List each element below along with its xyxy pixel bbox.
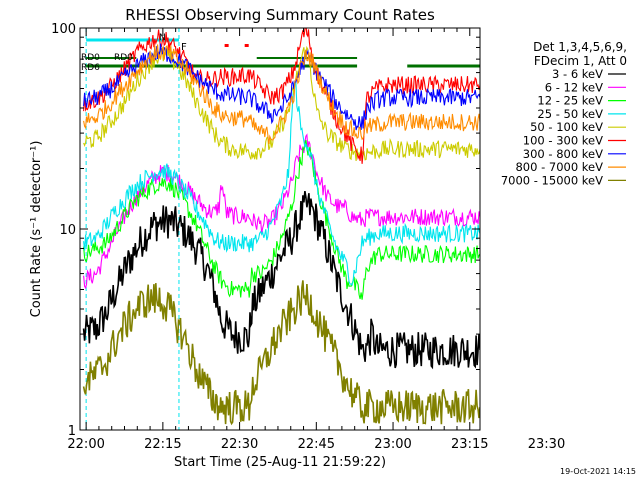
- flare-flag-label: F: [181, 42, 187, 53]
- legend-label: 7000 - 15000 keV: [501, 173, 603, 187]
- legend-label: 12 - 25 keV: [537, 94, 603, 108]
- series-line-8: [82, 280, 480, 426]
- x-tick-label: 22:45: [298, 437, 335, 452]
- legend-label: 800 - 7000 keV: [515, 160, 603, 174]
- night-flag-label: N: [159, 33, 166, 43]
- legend-label: 50 - 100 keV: [530, 120, 603, 134]
- y-axis-label: Count Rate (s⁻¹ detector⁻¹): [29, 141, 44, 318]
- axis-ticks: [80, 27, 480, 431]
- series-line-2: [83, 140, 480, 300]
- generation-timestamp: 19-Oct-2021 14:15: [560, 467, 636, 476]
- legend-label: 100 - 300 keV: [523, 134, 603, 148]
- x-tick-label: 23:30: [528, 437, 565, 452]
- legend: Det 1,3,4,5,6,9, FDecim 1, Att 0 3 - 6 k…: [501, 40, 627, 187]
- series-line-3: [83, 81, 480, 287]
- chart-title: RHESSI Observing Summary Count Rates: [125, 6, 435, 24]
- series-line-6: [83, 43, 480, 131]
- y-tick-labels: 1 10 100: [51, 22, 76, 439]
- y-tick-label: 1: [68, 424, 76, 439]
- x-tick-label: 22:30: [221, 437, 258, 452]
- legend-header-1: Det 1,3,4,5,6,9,: [533, 40, 627, 54]
- legend-label: 300 - 800 keV: [523, 147, 603, 161]
- series-line-1: [83, 133, 480, 290]
- legend-label: 3 - 6 keV: [552, 67, 603, 81]
- rd0-left-flag-label: RD0: [81, 53, 100, 63]
- series-line-4: [83, 45, 480, 162]
- legend-label: 25 - 50 keV: [537, 107, 603, 121]
- x-tick-label: 23:00: [374, 437, 411, 452]
- series-line-0: [82, 190, 480, 370]
- legend-label: 6 - 12 keV: [545, 80, 603, 94]
- x-tick-label: 23:15: [451, 437, 488, 452]
- flare-flag-mark: [224, 44, 229, 47]
- rd0-flag-label: RD0: [114, 53, 133, 63]
- legend-header-2: FDecim 1, Att 0: [534, 54, 627, 68]
- x-axis-label: Start Time (25-Aug-11 21:59:22): [174, 455, 386, 470]
- series-line-5: [83, 28, 480, 164]
- x-tick-label: 22:15: [144, 437, 181, 452]
- x-tick-labels: 22:00 22:15 22:30 22:45 23:00 23:15 23:30: [67, 437, 565, 452]
- x-tick-label: 22:00: [67, 437, 104, 452]
- flare-flag-mark: [244, 44, 249, 47]
- series-layer: [82, 28, 480, 426]
- y-tick-label: 100: [51, 22, 76, 37]
- y-tick-label: 10: [59, 223, 76, 238]
- rd6-flag-label: RD6: [81, 63, 100, 73]
- series-line-7: [83, 44, 480, 145]
